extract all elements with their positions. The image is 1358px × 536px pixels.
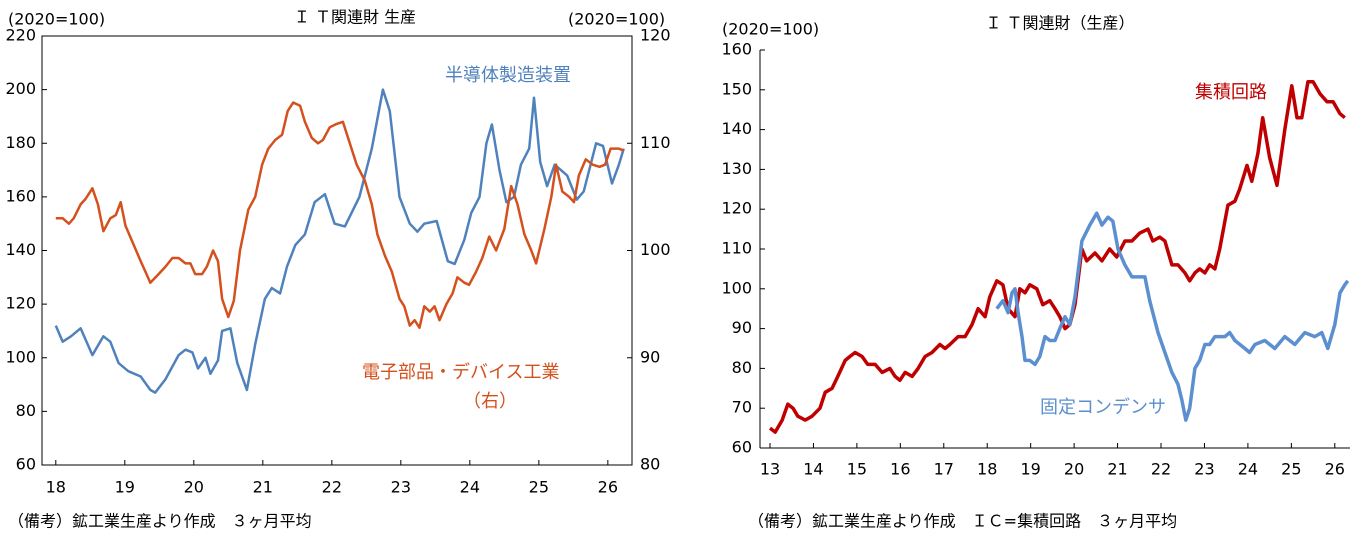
y2-tick-label: 100: [640, 240, 671, 259]
note: （備考）鉱工業生産より作成 ＩＣ=集積回路 ３ヶ月平均: [748, 512, 1177, 531]
x-tick-label: 20: [1064, 460, 1084, 479]
series-line: [55, 101, 625, 329]
series-line: [768, 80, 1346, 434]
y-tick-label: 60: [732, 438, 752, 457]
y-tick-label: 80: [732, 358, 752, 377]
chart-title: Ｉ Ｔ関連財（生産）: [985, 14, 1134, 33]
x-tick-label: 14: [803, 460, 823, 479]
x-tick-label: 26: [1325, 460, 1345, 479]
y-tick-label: 220: [5, 26, 36, 45]
y2-axis-label: (2020=100): [568, 10, 665, 29]
chart-title: Ｉ Ｔ関連財 生産: [294, 8, 416, 27]
y-tick-label: 120: [5, 294, 36, 313]
y-tick-label: 100: [721, 278, 752, 297]
y2-tick-label: 80: [640, 455, 660, 474]
note: （備考）鉱工業生産より作成 ３ヶ月平均: [8, 512, 312, 531]
x-tick-label: 23: [1194, 460, 1214, 479]
series-label: 半導体製造装置: [445, 65, 571, 86]
x-tick-label: 16: [890, 460, 910, 479]
y-tick-label: 80: [16, 401, 36, 420]
x-tick-label: 21: [253, 478, 273, 497]
y-tick-label: 60: [16, 455, 36, 474]
x-tick-label: 22: [1151, 460, 1171, 479]
y-tick-label: 140: [5, 240, 36, 259]
y-tick-label: 70: [732, 398, 752, 417]
x-tick-label: 18: [46, 478, 66, 497]
y2-tick-label: 110: [640, 133, 671, 152]
y-tick-label: 110: [721, 239, 752, 258]
x-tick-label: 25: [1281, 460, 1301, 479]
x-tick-label: 26: [598, 478, 618, 497]
x-tick-label: 18: [977, 460, 997, 479]
y-tick-label: 180: [5, 133, 36, 152]
y-tick-label: 100: [5, 347, 36, 366]
series-line: [54, 88, 625, 394]
x-tick-label: 24: [460, 478, 480, 497]
y-tick-label: 120: [721, 199, 752, 218]
x-tick-label: 23: [391, 478, 411, 497]
y-tick-label: 150: [721, 79, 752, 98]
x-tick-label: 13: [760, 460, 780, 479]
x-tick-label: 24: [1238, 460, 1258, 479]
series-label: 電子部品・デバイス工業: [362, 362, 559, 383]
y-tick-label: 160: [721, 40, 752, 59]
plot-frame: [41, 35, 633, 466]
y-tick-label: 140: [721, 119, 752, 138]
x-tick-label: 19: [115, 478, 135, 497]
y-tick-label: 200: [5, 79, 36, 98]
series-line: [995, 211, 1350, 422]
x-tick-label: 15: [847, 460, 867, 479]
x-tick-label: 17: [934, 460, 954, 479]
y-tick-label: 130: [721, 159, 752, 178]
annotation: （右）: [463, 391, 517, 412]
y2-tick-label: 90: [640, 347, 660, 366]
x-tick-label: 19: [1020, 460, 1040, 479]
y-axis-label: (2020=100): [722, 20, 819, 39]
series-label: 固定コンデンサ: [1040, 397, 1166, 418]
x-tick-label: 21: [1107, 460, 1127, 479]
y2-tick-label: 120: [640, 26, 671, 45]
y-tick-label: 90: [732, 318, 752, 337]
y-tick-label: 160: [5, 186, 36, 205]
x-tick-label: 20: [184, 478, 204, 497]
x-tick-label: 22: [322, 478, 342, 497]
y-axis-label: (2020=100): [8, 10, 105, 29]
series-label: 集積回路: [1195, 82, 1267, 103]
x-tick-label: 25: [529, 478, 549, 497]
